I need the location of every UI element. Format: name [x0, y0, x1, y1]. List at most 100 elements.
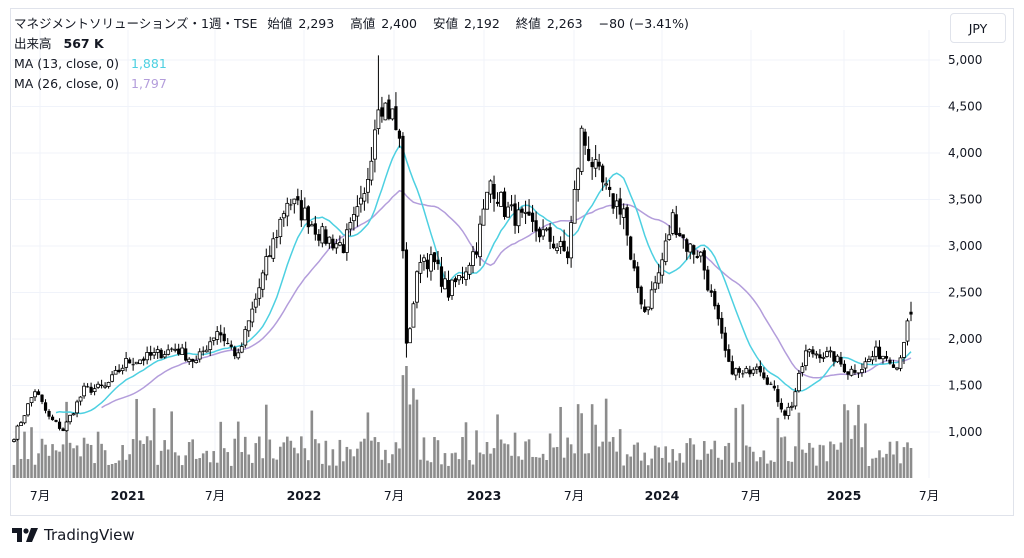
volume-bar — [699, 459, 703, 478]
volume-bar — [769, 460, 773, 478]
candle — [334, 238, 339, 254]
volume-bar — [829, 441, 832, 478]
candle — [233, 345, 237, 360]
volume-bar — [173, 452, 177, 478]
candle — [246, 320, 251, 337]
volume-bar — [727, 442, 731, 478]
candles — [12, 55, 913, 443]
volume-bar — [30, 427, 33, 478]
volume-bar — [307, 460, 310, 478]
candle — [867, 355, 871, 363]
candle — [40, 394, 44, 405]
candle — [499, 191, 503, 207]
volume-bar — [180, 465, 184, 478]
volume-bar — [885, 453, 888, 478]
volume-bar — [394, 442, 398, 478]
volume-bar — [408, 404, 412, 478]
candle — [264, 248, 269, 281]
volume-bar — [636, 442, 639, 478]
volume-bar — [426, 460, 429, 478]
candle — [555, 243, 560, 254]
volume-bar — [345, 446, 349, 478]
volume-bar — [384, 449, 387, 478]
candle — [219, 324, 223, 343]
volume-bar — [783, 436, 787, 478]
tradingview-brand[interactable]: TradingView — [12, 526, 135, 544]
candle — [562, 229, 566, 252]
candle — [453, 276, 458, 288]
candle — [113, 365, 118, 375]
candle — [296, 188, 300, 206]
candle — [716, 302, 720, 326]
volume-bar — [874, 457, 878, 478]
volume-bar — [58, 451, 61, 478]
candle — [544, 227, 549, 232]
candle — [877, 340, 882, 360]
volume-bar — [103, 450, 107, 478]
volume-bar — [229, 465, 233, 478]
ma26-row[interactable]: MA (26, close, 0) 1,797 — [14, 74, 695, 94]
candle — [670, 209, 675, 236]
price-tick-label: 4,500 — [948, 100, 982, 114]
candle — [569, 215, 574, 268]
candle — [818, 349, 822, 363]
candle — [197, 348, 202, 363]
candle — [306, 205, 310, 234]
volume-bar — [709, 449, 713, 478]
volume-bar — [906, 442, 909, 478]
volume-bar — [261, 458, 265, 478]
candle — [236, 348, 241, 360]
volume-bar — [608, 441, 611, 478]
candle — [331, 234, 335, 251]
volume-bar — [412, 388, 415, 478]
volume-bar — [755, 461, 759, 478]
volume-bar — [121, 445, 124, 478]
time-axis[interactable]: 7月 2021 7月 2022 7月 2023 7月 2024 7月 2025 7月 — [30, 488, 939, 503]
volume-bar — [794, 446, 797, 478]
volume-bar — [352, 456, 356, 478]
high-label: 高値 — [350, 16, 376, 31]
volume-bar — [590, 404, 594, 478]
symbol-title[interactable]: マネジメントソリューションズ・1週・TSE — [14, 16, 258, 31]
candle — [601, 163, 605, 191]
volume-bar — [461, 437, 464, 478]
candle — [408, 327, 412, 344]
volume-bar — [257, 436, 261, 478]
candle — [646, 306, 651, 315]
candle — [478, 215, 482, 266]
candle — [674, 205, 678, 238]
candle — [534, 211, 538, 242]
currency-button[interactable]: JPY — [950, 13, 1006, 43]
candle — [832, 351, 836, 367]
volume-bar — [278, 446, 282, 478]
volume-bar — [236, 421, 240, 478]
candle — [614, 193, 619, 219]
volume-bar — [510, 455, 513, 478]
candle — [660, 252, 665, 284]
candle — [152, 347, 157, 359]
candle — [404, 242, 409, 358]
candle — [590, 157, 594, 180]
volume-bar — [247, 454, 251, 478]
candle — [754, 363, 759, 374]
candle — [19, 421, 23, 426]
candle — [481, 199, 486, 226]
volume-bar — [503, 443, 506, 478]
volume-bar — [152, 408, 156, 478]
candle — [772, 380, 776, 391]
volume-bar — [328, 465, 331, 478]
volume-bar — [713, 440, 717, 478]
volume-bar — [349, 449, 352, 478]
candle — [720, 312, 724, 339]
volume-bar — [286, 436, 289, 478]
volume-bar — [748, 446, 752, 478]
volume-bar — [832, 444, 836, 478]
candle — [429, 246, 433, 281]
price-axis[interactable]: 1,000 1,500 2,000 2,500 3,000 3,500 4,000 4,500… — [948, 53, 982, 439]
ma13-row[interactable]: MA (13, close, 0) 1,881 — [14, 54, 695, 74]
candle — [50, 414, 55, 421]
time-tick-label: 7月 — [384, 488, 404, 503]
candle — [138, 359, 143, 365]
volume-bar — [254, 443, 258, 478]
